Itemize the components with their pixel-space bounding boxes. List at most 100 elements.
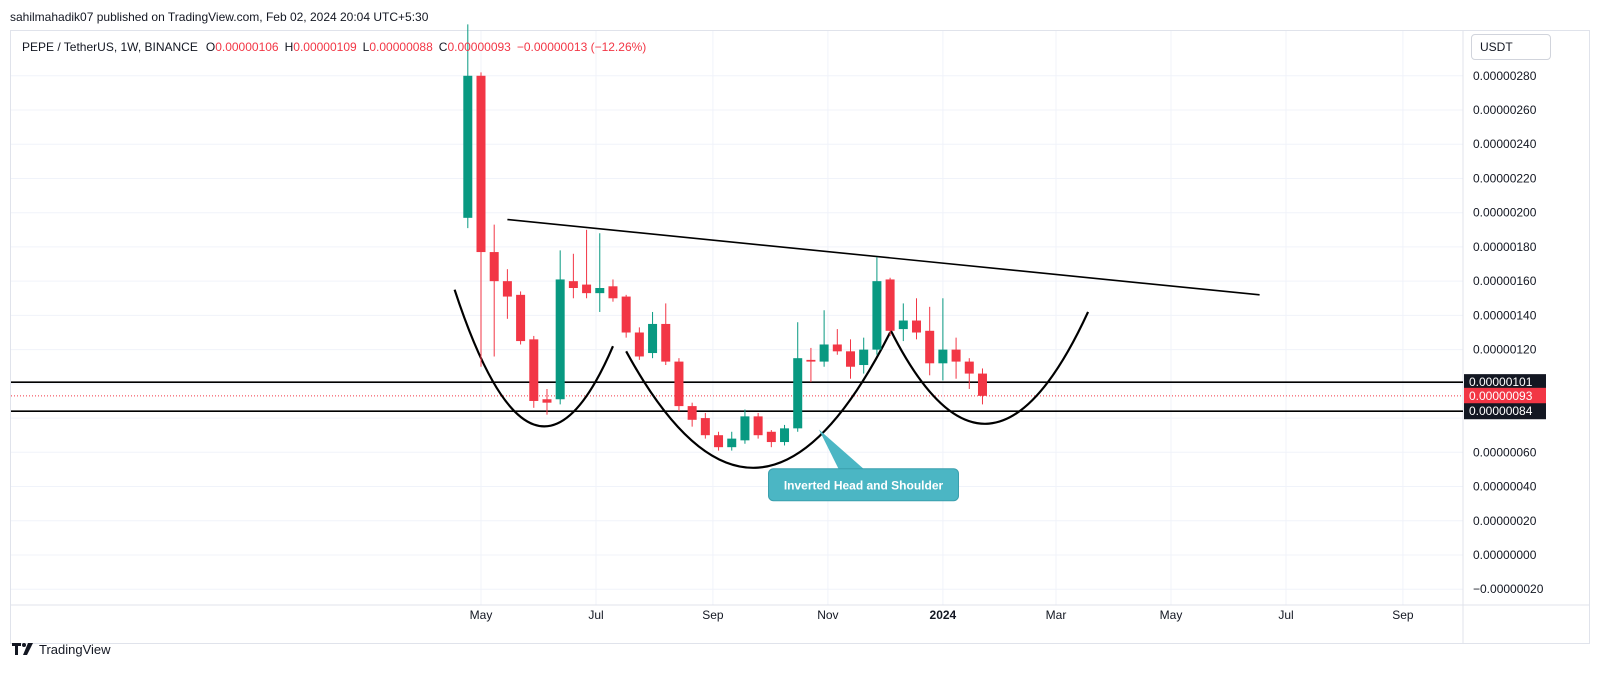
- candle-body[interactable]: [806, 359, 816, 362]
- price-tick-label: 0.00000180: [1473, 240, 1537, 254]
- tradingview-brand[interactable]: TradingView: [12, 640, 111, 658]
- time-tick-label: Jul: [1278, 608, 1293, 622]
- candle-body[interactable]: [951, 349, 961, 362]
- candle-body[interactable]: [859, 349, 869, 366]
- time-tick-label: Nov: [817, 608, 838, 622]
- legend-symbol: PEPE / TetherUS, 1W, BINANCE: [22, 40, 198, 54]
- candle-body[interactable]: [516, 294, 526, 342]
- left-shoulder-arc[interactable]: [453, 289, 614, 428]
- currency-button[interactable]: USDT: [1471, 34, 1551, 60]
- candle-body[interactable]: [780, 428, 790, 443]
- price-tick-label: 0.00000260: [1473, 103, 1537, 117]
- candle-body[interactable]: [793, 358, 803, 429]
- candle-body[interactable]: [582, 284, 592, 294]
- annotation-text: Inverted Head and Shoulder: [784, 479, 944, 493]
- candle-body[interactable]: [885, 279, 895, 331]
- candle-body[interactable]: [674, 361, 684, 407]
- tradingview-logo-icon: [12, 643, 33, 655]
- candle-body[interactable]: [911, 320, 921, 333]
- candle-body[interactable]: [977, 373, 987, 396]
- candle-body[interactable]: [555, 279, 565, 400]
- candle-body[interactable]: [661, 323, 671, 362]
- legend-open-label: O: [205, 40, 216, 54]
- candle-body[interactable]: [714, 435, 724, 448]
- price-tick-label: 0.00000000: [1473, 548, 1537, 562]
- candle-body[interactable]: [925, 330, 935, 364]
- candle-body[interactable]: [872, 281, 882, 350]
- price-label-text: 0.00000101: [1469, 375, 1533, 389]
- candle-body[interactable]: [476, 75, 486, 253]
- drawings[interactable]: [11, 218, 1463, 469]
- annotation-box[interactable]: [768, 468, 960, 502]
- candle-body[interactable]: [648, 323, 658, 354]
- price-tick-label: 0.00000280: [1473, 69, 1537, 83]
- price-tick-label: 0.00000160: [1473, 274, 1537, 288]
- price-tick-label: 0.00000020: [1473, 514, 1537, 528]
- candle-body[interactable]: [938, 349, 948, 364]
- price-tick-label: 0.00000240: [1473, 137, 1537, 151]
- candle-body[interactable]: [463, 75, 473, 218]
- brand-name: TradingView: [39, 641, 111, 657]
- price-label: 0.00000084: [1464, 403, 1546, 420]
- publisher-credit: sahilmahadik07 published on TradingView.…: [10, 10, 429, 24]
- candles[interactable]: [463, 24, 987, 451]
- price-label-text: 0.00000084: [1469, 404, 1533, 418]
- legend-change: −0.00000013 (−12.26%): [516, 40, 647, 54]
- price-label: 0.00000093: [1464, 387, 1546, 404]
- legend-high: 0.00000109: [293, 40, 357, 54]
- time-tick-label: Jul: [588, 608, 603, 622]
- candle-body[interactable]: [568, 281, 578, 289]
- time-tick-label: May: [470, 608, 493, 622]
- price-tick-label: 0.00000140: [1473, 308, 1537, 322]
- candle-body[interactable]: [740, 416, 750, 441]
- chart-frame: [10, 30, 1590, 644]
- price-label-bg: [1464, 374, 1546, 391]
- price-label-text: 0.00000093: [1469, 389, 1533, 403]
- annotation-pointer: [818, 429, 864, 469]
- symbol-legend: PEPE / TetherUS, 1W, BINANCE O0.00000106 H…: [22, 40, 652, 54]
- candle-body[interactable]: [846, 351, 856, 367]
- candle-body[interactable]: [502, 281, 512, 297]
- candle-body[interactable]: [687, 406, 697, 420]
- candle-body[interactable]: [634, 332, 644, 357]
- candle-body[interactable]: [542, 399, 552, 403]
- candle-body[interactable]: [753, 416, 763, 436]
- legend-low-label: L: [362, 40, 370, 54]
- head-arc[interactable]: [625, 332, 892, 469]
- price-tick-label: −0.00000020: [1473, 582, 1544, 596]
- time-tick-label: Sep: [1392, 608, 1414, 622]
- legend-high-label: H: [284, 40, 294, 54]
- time-axis[interactable]: May Jul Sep Nov 2024 Mar May Jul Sep: [470, 608, 1414, 622]
- legend-open: 0.00000106: [215, 40, 279, 54]
- time-tick-label: 2024: [930, 608, 957, 622]
- legend-close: 0.00000093: [447, 40, 511, 54]
- resistance-trendline[interactable]: [507, 218, 1260, 296]
- legend-close-label: C: [438, 40, 448, 54]
- price-tick-label: 0.00000120: [1473, 343, 1537, 357]
- candle-body[interactable]: [727, 438, 737, 448]
- time-tick-label: Mar: [1046, 608, 1067, 622]
- time-tick-label: Sep: [702, 608, 724, 622]
- price-tick-label: 0.00000060: [1473, 445, 1537, 459]
- candle-body[interactable]: [832, 344, 842, 352]
- price-tick-label: 0.00000220: [1473, 171, 1537, 185]
- right-shoulder-arc[interactable]: [889, 311, 1090, 425]
- candle-body[interactable]: [898, 320, 908, 330]
- candle-body[interactable]: [700, 418, 710, 436]
- candle-body[interactable]: [766, 431, 776, 443]
- candle-body[interactable]: [621, 296, 631, 333]
- candle-body[interactable]: [529, 339, 539, 401]
- candle-body[interactable]: [595, 288, 605, 294]
- candle-body[interactable]: [608, 286, 618, 299]
- candle-body[interactable]: [489, 252, 499, 282]
- legend-low: 0.00000088: [369, 40, 433, 54]
- annotation[interactable]: Inverted Head and Shoulder: [768, 429, 960, 502]
- price-tick-label: 0.00000200: [1473, 206, 1537, 220]
- candle-body[interactable]: [964, 361, 974, 374]
- price-label-bg: [1464, 403, 1546, 420]
- grid-lines: [11, 31, 1589, 643]
- candle-body[interactable]: [819, 344, 829, 362]
- price-axis[interactable]: 0.00000280 0.00000260 0.00000240 0.00000220…: [1473, 69, 1544, 596]
